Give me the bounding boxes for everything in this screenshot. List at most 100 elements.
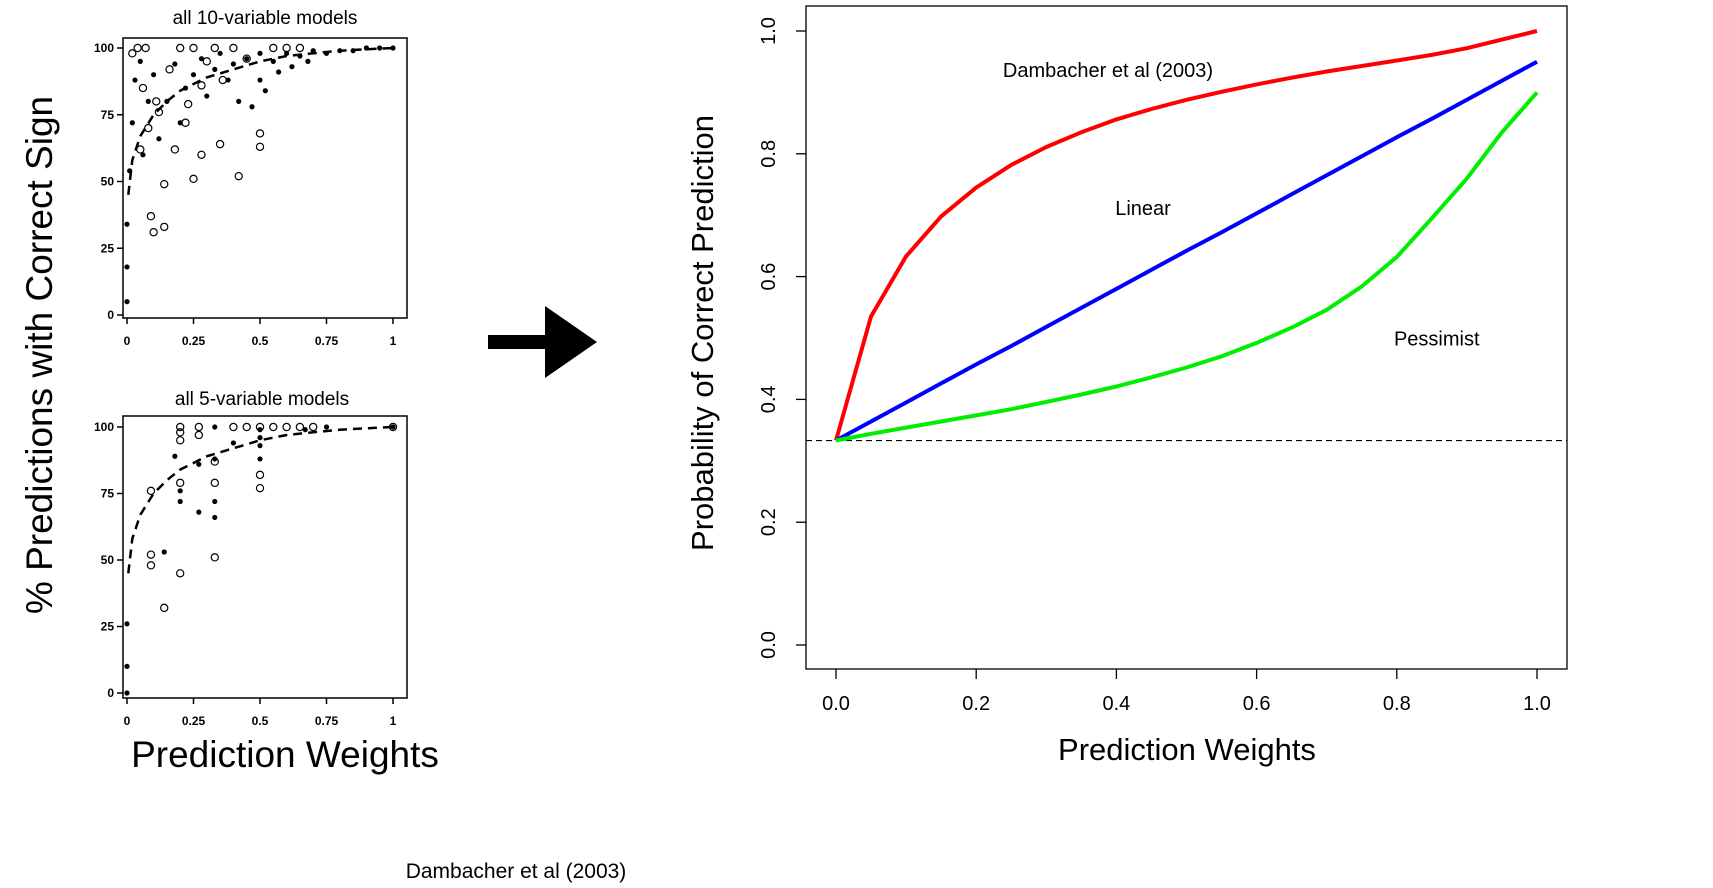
scatter-5-title: all 5-variable models <box>175 389 349 410</box>
scatter-5-filled-point <box>257 427 263 433</box>
scatter-5-filled-point <box>161 549 167 555</box>
scatter-10-filled-point <box>310 48 316 54</box>
scatter-5-y-tick-label: 50 <box>101 553 115 567</box>
scatter-10-x-tick-label: 0.25 <box>182 334 206 348</box>
scatter-10-y-tick-label: 50 <box>101 175 115 189</box>
scatter-5-filled-point <box>257 443 263 449</box>
line-chart-x-tick-label: 0.6 <box>1243 693 1271 715</box>
scatter-10-frame <box>122 37 408 319</box>
scatter-5-open-point <box>388 422 398 432</box>
scatter-10-open-point <box>136 145 145 154</box>
scatter-10-open-point <box>229 43 238 53</box>
scatter-10-x-tick-label: 1 <box>390 334 397 348</box>
scatter-5-filled-point <box>257 456 263 462</box>
curve-label: Linear <box>1115 198 1171 220</box>
scatter-10-x-tick-label: 0.75 <box>315 334 339 348</box>
scatter-5-filled-point <box>302 427 308 433</box>
line-chart-x-tick-label: 0.0 <box>822 693 850 715</box>
scatter-5-y-tick-label: 0 <box>107 686 114 700</box>
scatter-5-open-point <box>255 483 265 493</box>
right-arrow-icon <box>488 306 597 378</box>
curve-label: Dambacher et al (2003) <box>1003 60 1213 82</box>
scatter-5-filled-point <box>230 440 236 446</box>
scatter-10-open-point <box>202 57 211 66</box>
line-chart-y-axis-label: Probability of Correct Prediction <box>685 115 720 551</box>
scatter-5-filled-point <box>124 663 130 670</box>
line-chart-y-tick-label: 0.4 <box>758 385 780 413</box>
scatter-10-x-tick-label: 0.5 <box>252 334 269 348</box>
series-line-linear <box>835 59 1538 443</box>
scatter-5-open-point <box>269 422 278 432</box>
scatter-5-open-point <box>295 422 305 432</box>
scatter-5-filled-point <box>257 435 263 441</box>
line-chart-x-axis-label: Prediction Weights <box>1058 732 1316 767</box>
scatter-10-y-tick-label: 75 <box>101 108 115 122</box>
scatter-5-open-point <box>175 436 185 445</box>
line-chart-y-tick-label: 0.0 <box>758 631 780 659</box>
scatter-10-filled-point <box>140 152 146 158</box>
scatter-10-filled-point <box>132 77 138 83</box>
scatter-5-x-tick-label: 0 <box>124 714 131 728</box>
scatter-5-open-point <box>146 561 156 570</box>
scatter-10-open-point <box>210 43 219 53</box>
line-chart-x-tick-label: 0.2 <box>962 693 990 715</box>
scatter-5-open-point <box>210 553 219 562</box>
scatter-10-filled-point <box>230 61 236 67</box>
left-y-axis-label: % Predictions with Correct Sign <box>19 96 60 614</box>
scatter-10-open-point <box>146 212 156 221</box>
scatter-10-open-point <box>160 222 169 232</box>
scatter-panel-10-variable: all 10-variable models 0 0.25 0.5 0.75 1 0 25 5… <box>94 8 408 348</box>
scatter-10-filled-point <box>124 221 130 227</box>
scatter-10-filled-point <box>217 50 223 56</box>
scatter-10-filled-point <box>177 120 183 126</box>
scatter-5-open-point <box>175 428 185 437</box>
scatter-5-filled-point <box>177 488 183 494</box>
scatter-5-open-point <box>146 486 156 496</box>
citation-text: Dambacher et al (2003) <box>406 860 627 883</box>
scatter-5-x-tick-label: 0.5 <box>252 714 269 728</box>
scatter-10-open-point <box>154 107 164 117</box>
scatter-10-filled-point <box>145 98 151 104</box>
line-chart-frame <box>805 5 1568 670</box>
scatter-10-filled-point <box>249 104 255 110</box>
scatter-panel-5-variable: all 5-variable models 0 0.25 0.5 0.75 1 0 25 50… <box>94 389 408 728</box>
scatter-10-filled-point <box>190 72 197 78</box>
scatter-10-open-point <box>175 43 185 53</box>
left-x-axis-label: Prediction Weights <box>131 734 439 775</box>
scatter-10-filled-point <box>305 58 311 64</box>
scatter-10-open-point <box>197 150 206 159</box>
scatter-10-filled-point <box>244 56 250 62</box>
scatter-10-open-point <box>128 49 137 58</box>
scatter-5-filled-point <box>196 461 202 467</box>
line-chart-panel: 0.0 0.2 0.4 0.6 0.8 1.0 0.0 0.2 0.4 0.6 0.8 1.0 Dam… <box>685 5 1568 767</box>
line-chart-y-tick-label: 0.6 <box>758 263 780 291</box>
scatter-10-filled-point <box>204 93 210 99</box>
scatter-10-open-point <box>282 43 291 53</box>
scatter-10-open-point <box>197 81 206 90</box>
scatter-10-filled-point <box>124 264 130 270</box>
scatter-10-filled-point <box>137 58 143 64</box>
scatter-5-filled-point <box>124 621 130 627</box>
scatter-10-filled-point <box>156 136 162 142</box>
scatter-10-fit-line <box>127 46 394 195</box>
scatter-10-filled-point <box>337 48 343 54</box>
scatter-5-open-point <box>194 422 204 432</box>
scatter-10-open-point <box>170 145 180 154</box>
scatter-10-filled-point <box>236 98 242 104</box>
scatter-10-filled-point <box>198 56 205 62</box>
scatter-10-filled-point <box>257 50 263 56</box>
scatter-10-x-tick-label: 0 <box>124 334 131 348</box>
scatter-10-open-point <box>141 43 150 53</box>
scatter-5-points <box>124 422 398 696</box>
scatter-10-filled-point <box>257 77 263 83</box>
scatter-10-y-tick-label: 100 <box>94 41 114 55</box>
scatter-10-open-point <box>189 43 198 53</box>
scatter-10-filled-point <box>164 98 170 104</box>
line-chart-y-tick-label: 0.8 <box>758 140 780 168</box>
scatter-10-filled-point <box>323 50 330 56</box>
scatter-10-open-point <box>183 99 193 109</box>
scatter-10-filled-point <box>284 50 290 56</box>
scatter-10-open-point <box>165 65 174 74</box>
scatter-5-open-point <box>309 422 318 432</box>
scatter-5-filled-point <box>212 456 218 462</box>
